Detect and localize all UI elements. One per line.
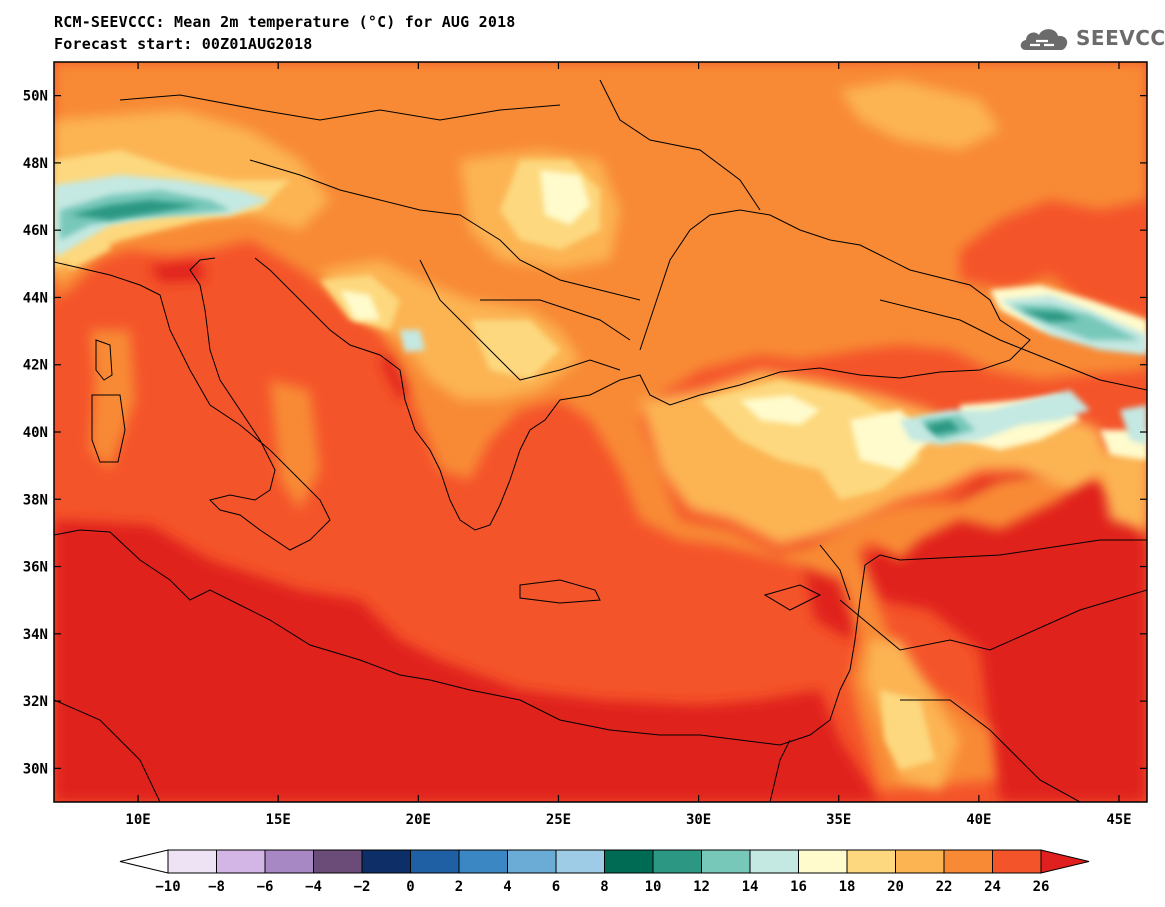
- colorbar-label: 12: [693, 879, 710, 895]
- lon-tick-label: 25E: [546, 812, 571, 828]
- latitude-axis: 50N 48N 46N 44N 42N 40N 38N 36N 34N 32N 30N: [23, 89, 1147, 777]
- lat-tick-label: 30N: [23, 761, 48, 777]
- chart-title: RCM-SEEVCCC: Mean 2m temperature (°C) fo…: [54, 13, 516, 31]
- lat-tick-label: 44N: [23, 290, 48, 306]
- lat-tick-label: 38N: [23, 492, 48, 508]
- colorbar-under-triangle: [119, 849, 169, 874]
- colorbar-swatch: [458, 849, 508, 874]
- colorbar-label: 16: [790, 879, 807, 895]
- colorbar-swatch: [798, 849, 848, 874]
- colorbar-label: 4: [503, 879, 511, 895]
- colorbar-swatch: [410, 849, 460, 874]
- lat-tick-label: 36N: [23, 560, 48, 576]
- colorbar-label: 22: [936, 879, 953, 895]
- lat-tick-label: 50N: [23, 89, 48, 105]
- colorbar-label: −10: [155, 879, 180, 895]
- lon-tick-label: 20E: [406, 812, 431, 828]
- lon-tick-label: 15E: [266, 812, 291, 828]
- colorbar: −10 −8 −6 −4 −2 0 2 4 6 8 10 12 14 16 18 20 22 24 26: [119, 849, 1090, 895]
- longitude-axis: 10E 15E 20E 25E 30E 35E 40E 45E: [125, 62, 1132, 828]
- colorbar-label: −4: [305, 879, 322, 895]
- colorbar-swatch: [701, 849, 751, 874]
- colorbar-swatch: [264, 849, 314, 874]
- colorbar-label: 10: [645, 879, 662, 895]
- colorbar-over-triangle: [1040, 849, 1090, 874]
- lon-tick-label: 30E: [686, 812, 711, 828]
- lat-tick-label: 42N: [23, 358, 48, 374]
- colorbar-swatch: [507, 849, 557, 874]
- lon-tick-label: 40E: [966, 812, 991, 828]
- colorbar-label: −8: [208, 879, 225, 895]
- lon-tick-label: 35E: [826, 812, 851, 828]
- colorbar-swatch: [167, 849, 217, 874]
- colorbar-label: 18: [839, 879, 856, 895]
- lon-tick-label: 45E: [1106, 812, 1131, 828]
- colorbar-swatch: [555, 849, 605, 874]
- coastlines: [54, 79, 1147, 802]
- temperature-field: [54, 62, 1147, 802]
- colorbar-label: 14: [742, 879, 759, 895]
- colorbar-label: 2: [455, 879, 463, 895]
- colorbar-label: 24: [984, 879, 1001, 895]
- colorbar-swatch: [895, 849, 945, 874]
- colorbar-label: 6: [552, 879, 560, 895]
- lat-tick-label: 48N: [23, 156, 48, 172]
- colorbar-label: 8: [600, 879, 608, 895]
- colorbar-swatch: [749, 849, 799, 874]
- colorbar-swatch: [216, 849, 266, 874]
- lat-tick-label: 32N: [23, 694, 48, 710]
- cloud-icon: [1020, 29, 1068, 50]
- lat-tick-label: 46N: [23, 223, 48, 239]
- colorbar-label: 0: [406, 879, 414, 895]
- colorbar-swatch: [604, 849, 654, 874]
- seevccc-logo: SEEVCCC: [1018, 24, 1165, 54]
- colorbar-label: 26: [1033, 879, 1050, 895]
- lon-tick-label: 10E: [125, 812, 150, 828]
- colorbar-swatch: [846, 849, 896, 874]
- colorbar-label: −6: [257, 879, 274, 895]
- colorbar-label: 20: [887, 879, 904, 895]
- lat-tick-label: 34N: [23, 627, 48, 643]
- colorbar-swatch: [652, 849, 702, 874]
- colorbar-swatch: [361, 849, 411, 874]
- colorbar-swatch: [313, 849, 363, 874]
- colorbar-swatch: [992, 849, 1042, 874]
- colorbar-label: −2: [354, 879, 371, 895]
- logo-text: SEEVCCC: [1076, 26, 1165, 50]
- forecast-start-label: Forecast start: 00Z01AUG2018: [54, 35, 313, 53]
- lat-tick-label: 40N: [23, 425, 48, 441]
- colorbar-swatch: [943, 849, 993, 874]
